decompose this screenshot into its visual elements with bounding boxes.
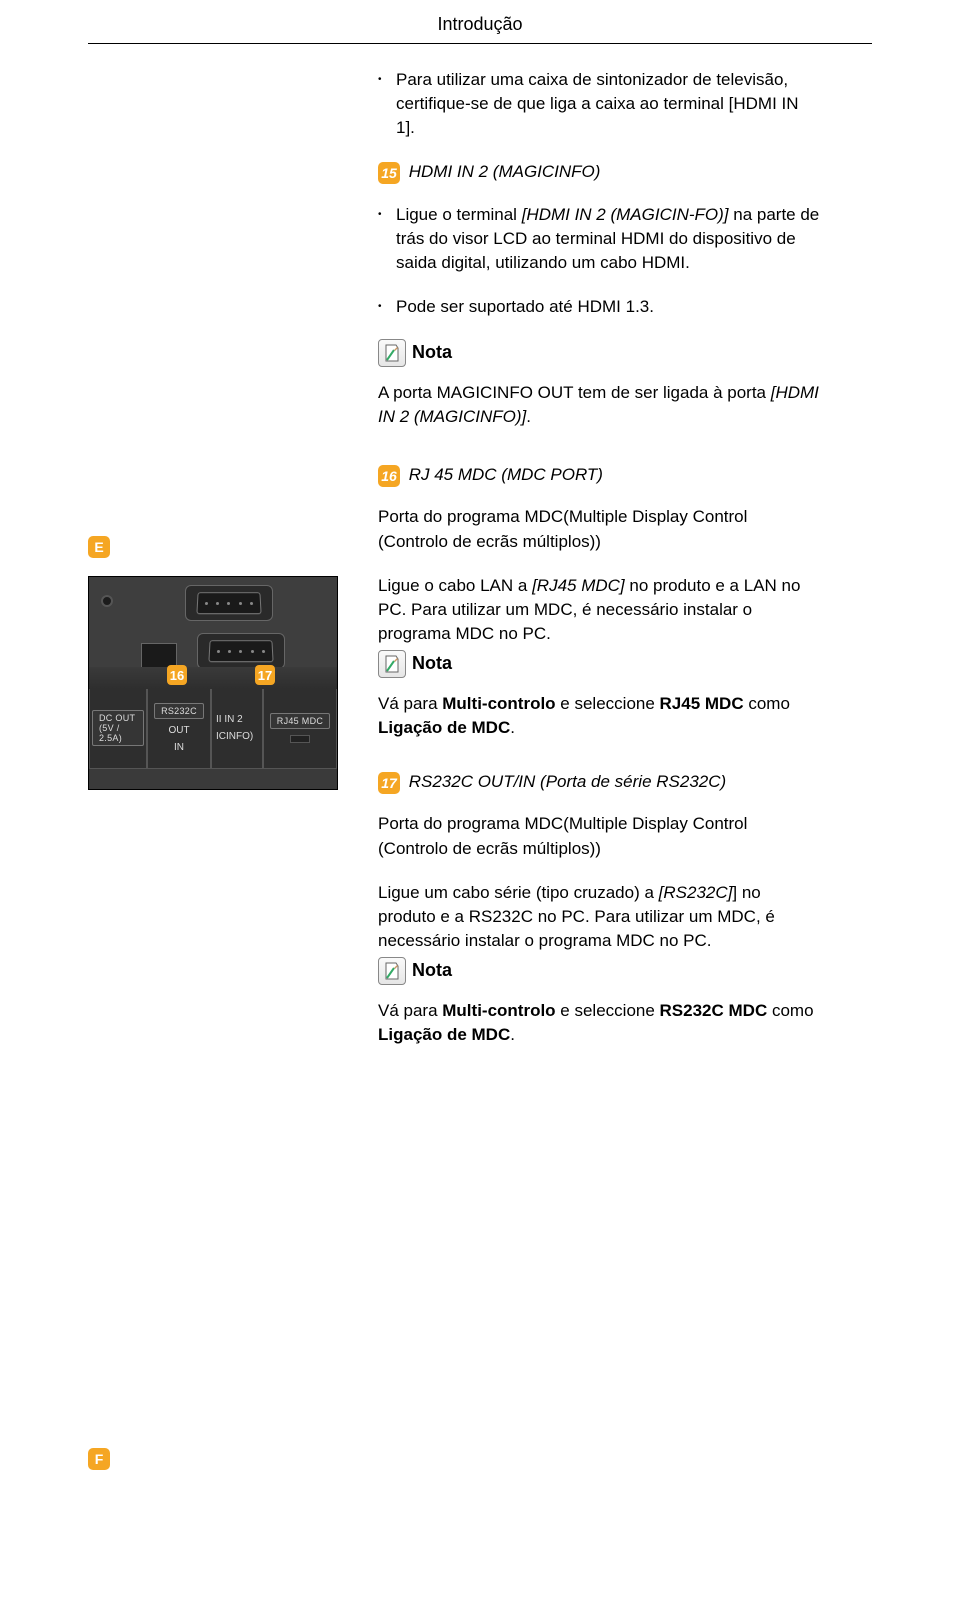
sec16-nota-text: Vá para Multi-controlo e seleccione RJ45… <box>378 692 822 740</box>
badge-f: F <box>88 1448 110 1470</box>
sec16-p1: Porta do programa MDC(Multiple Display C… <box>378 505 822 553</box>
sec15-nota-text: A porta MAGICINFO OUT tem de ser ligada … <box>378 381 822 429</box>
nota-row-17: Nota <box>378 957 822 985</box>
badge-16: 16 <box>378 465 400 487</box>
sec15-bullet-1: • Ligue o terminal [HDMI IN 2 (MAGICIN-F… <box>378 203 822 275</box>
sec17-p2: Ligue um cabo série (tipo cruzado) a [RS… <box>378 881 822 953</box>
note-icon <box>378 957 406 985</box>
intro-bullet: • Para utilizar uma caixa de sintonizado… <box>378 68 822 140</box>
section-marker-f: F <box>88 1448 110 1470</box>
port-panel-illustration: 16 17 DC OUT(5V / 2.5A) RS232C OUT IN II… <box>88 576 338 790</box>
section-15-title: 15 HDMI IN 2 (MAGICINFO) <box>378 160 822 184</box>
note-icon <box>378 339 406 367</box>
bullet-dot-icon: • <box>378 68 396 140</box>
badge-15: 15 <box>378 162 400 184</box>
port-num-17: 17 <box>255 665 275 685</box>
section-marker-e: E <box>88 536 110 558</box>
badge-17: 17 <box>378 772 400 794</box>
badge-e: E <box>88 536 110 558</box>
bullet-dot-icon: • <box>378 295 396 319</box>
section-17-title: 17 RS232C OUT/IN (Porta de série RS232C) <box>378 770 822 794</box>
sec17-p1: Porta do programa MDC(Multiple Display C… <box>378 812 822 860</box>
page-title: Introdução <box>88 0 872 44</box>
nota-row-16: Nota <box>378 650 822 678</box>
sec15-bullet-2: • Pode ser suportado até HDMI 1.3. <box>378 295 822 319</box>
sec16-p2: Ligue o cabo LAN a [RJ45 MDC] no produto… <box>378 574 822 646</box>
page-root: Introdução E F 16 17 DC OUT(5V / 2.5A) <box>0 0 960 1047</box>
note-icon <box>378 650 406 678</box>
section-16-title: 16 RJ 45 MDC (MDC PORT) <box>378 463 822 487</box>
nota-row-15: Nota <box>378 339 822 367</box>
sec17-nota-text: Vá para Multi-controlo e seleccione RS23… <box>378 999 822 1047</box>
main-content: • Para utilizar uma caixa de sintonizado… <box>378 68 822 1047</box>
bullet-dot-icon: • <box>378 203 396 275</box>
port-num-16: 16 <box>167 665 187 685</box>
